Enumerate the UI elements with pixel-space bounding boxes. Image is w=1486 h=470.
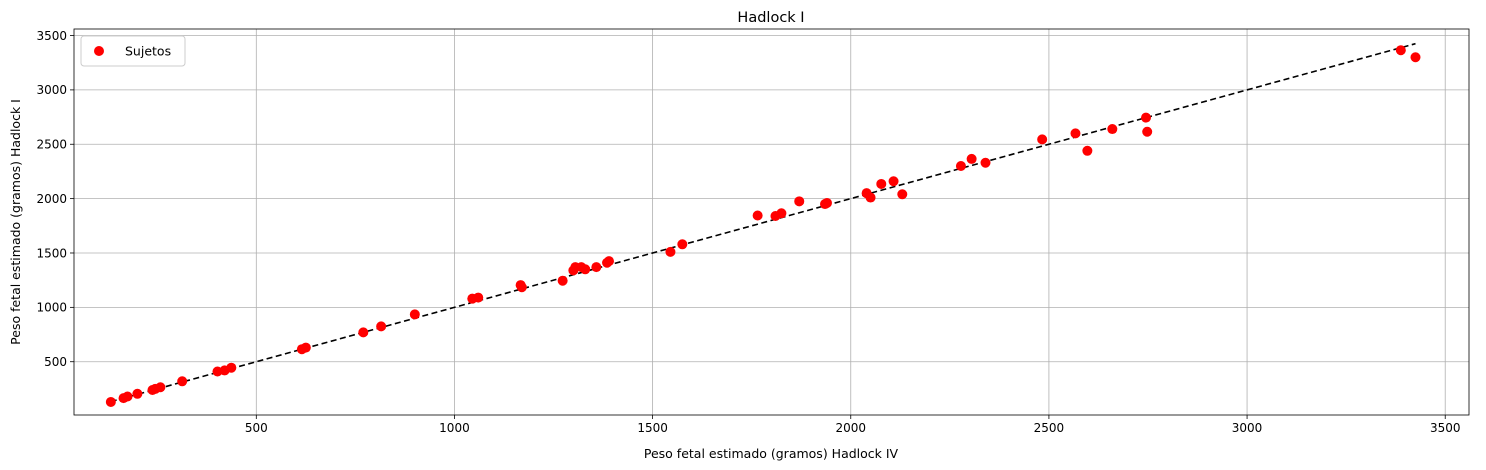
legend-label-sujetos: Sujetos [125,44,171,59]
data-point [1107,124,1118,135]
data-point [580,264,591,275]
x-tick-label: 2000 [835,421,866,435]
data-point [955,161,966,172]
x-tick-label: 3000 [1232,421,1263,435]
legend-box [80,35,186,67]
data-point [122,391,133,402]
data-point [966,153,977,164]
y-tick-label: 3000 [36,83,67,97]
plot-frame [73,28,1470,416]
data-point [226,362,237,373]
data-point [876,178,887,189]
y-axis-ticks: 500 1000 1500 2000 2500 3000 3500 [36,29,74,369]
x-tick-label: 2500 [1034,421,1065,435]
x-tick-label: 1500 [637,421,668,435]
x-tick-label: 3500 [1430,421,1461,435]
x-axis-ticks: 500 1000 1500 2000 2500 3000 3500 [245,415,1461,435]
data-point [980,157,991,168]
legend-marker [94,46,104,56]
data-point [897,189,908,200]
y-tick-label: 1500 [36,246,67,260]
data-point [376,321,387,332]
x-tick-label: 1000 [439,421,470,435]
data-point [888,176,899,187]
data-point [473,292,484,303]
data-point [591,262,602,273]
data-point [1037,134,1048,145]
x-tick-label: 500 [245,421,268,435]
data-point [516,282,527,293]
data-point [557,275,568,286]
chart-title: Hadlock I [737,10,804,26]
data-point [132,388,143,399]
data-point [604,256,615,267]
data-point [1395,45,1406,56]
y-tick-label: 1000 [36,301,67,315]
y-tick-label: 500 [44,355,67,369]
grid [74,29,1469,415]
y-axis-label: Peso fetal estimado (gramos) Hadlock I [8,99,23,345]
data-point [358,327,369,338]
data-point [821,197,832,208]
data-point [409,309,420,320]
data-point [1142,126,1153,137]
y-tick-label: 2500 [36,138,67,152]
x-axis-label: Peso fetal estimado (gramos) Hadlock IV [644,446,899,461]
data-point [105,396,116,407]
data-point [665,246,676,257]
y-tick-label: 3500 [36,29,67,43]
points-layer [105,45,1421,407]
y-tick-label: 2000 [36,192,67,206]
data-point [177,376,188,387]
reference-line [110,42,1416,403]
data-point [865,192,876,203]
data-point [752,210,763,221]
data-point [1410,52,1421,63]
data-point [794,196,805,207]
data-point [1082,145,1093,156]
data-point [1070,128,1081,139]
data-point [1141,112,1152,123]
data-point [776,208,787,219]
reference-line-layer [110,42,1416,403]
data-point [155,382,166,393]
data-point [300,342,311,353]
legend: Sujetos [80,35,186,67]
data-point [677,239,688,250]
